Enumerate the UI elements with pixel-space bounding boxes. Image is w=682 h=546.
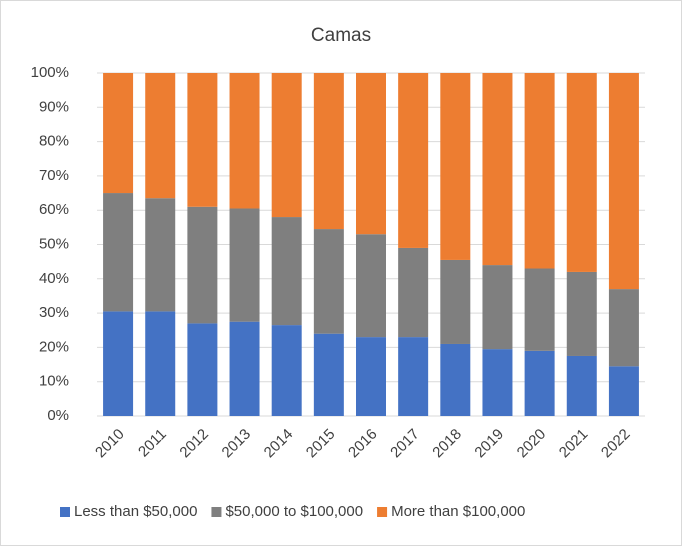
bar-segment	[356, 73, 386, 235]
bar-segment	[103, 193, 134, 312]
bar-segment	[608, 366, 639, 416]
y-tick-label: 100%	[31, 64, 69, 81]
bar-segment	[440, 73, 471, 260]
bar-segment	[103, 73, 134, 194]
bar-segment	[482, 349, 513, 416]
bar-segment	[398, 337, 429, 416]
bar-segment	[608, 289, 639, 367]
bar-segment	[271, 217, 302, 326]
y-tick-label: 80%	[39, 133, 69, 150]
y-tick-label: 30%	[39, 304, 69, 321]
bar-segment	[271, 73, 302, 218]
legend-label: Less than $50,000	[74, 503, 197, 520]
y-tick-label: 50%	[39, 235, 69, 252]
bar-segment	[187, 206, 218, 324]
bar-segment	[608, 73, 639, 290]
y-tick-label: 20%	[39, 338, 69, 355]
bar-segment	[482, 265, 513, 350]
bar-segment	[440, 343, 471, 416]
bar-segment	[145, 311, 176, 416]
y-tick-label: 70%	[39, 167, 69, 184]
bar-segment	[524, 350, 555, 416]
bar-segment	[271, 325, 302, 416]
bar-segment	[145, 73, 176, 199]
bar-segment	[566, 73, 597, 272]
bar-segment	[398, 247, 429, 338]
bar-segment	[440, 259, 471, 344]
bar-segment	[313, 229, 344, 334]
legend-label: More than $100,000	[391, 503, 525, 520]
chart-title: Camas	[311, 25, 371, 46]
bar-segment	[356, 337, 386, 416]
bar-segment	[145, 198, 176, 312]
legend-swatch	[377, 507, 388, 517]
y-tick-label: 90%	[39, 98, 69, 115]
bar-segment	[313, 333, 344, 416]
bar-segment	[313, 73, 344, 230]
y-tick-label: 60%	[39, 201, 69, 218]
legend-swatch	[211, 507, 222, 517]
y-tick-label: 10%	[39, 373, 69, 390]
bar-segment	[566, 271, 597, 356]
bar-segment	[187, 73, 218, 207]
bar-segment	[103, 311, 134, 416]
bar-segment	[229, 73, 260, 209]
bar-segment	[229, 208, 260, 322]
bar-segment	[566, 355, 597, 416]
y-tick-label: 40%	[39, 270, 69, 287]
bar-segment	[356, 234, 386, 338]
legend-label: $50,000 to $100,000	[225, 503, 363, 520]
bar-segment	[187, 323, 218, 416]
bar-segment	[398, 73, 429, 248]
legend-swatch	[60, 507, 70, 517]
bar-segment	[524, 268, 555, 351]
bar-segment	[482, 73, 513, 266]
bar-segment	[524, 73, 555, 269]
bar-segment	[229, 321, 260, 416]
y-tick-label: 0%	[47, 407, 69, 424]
